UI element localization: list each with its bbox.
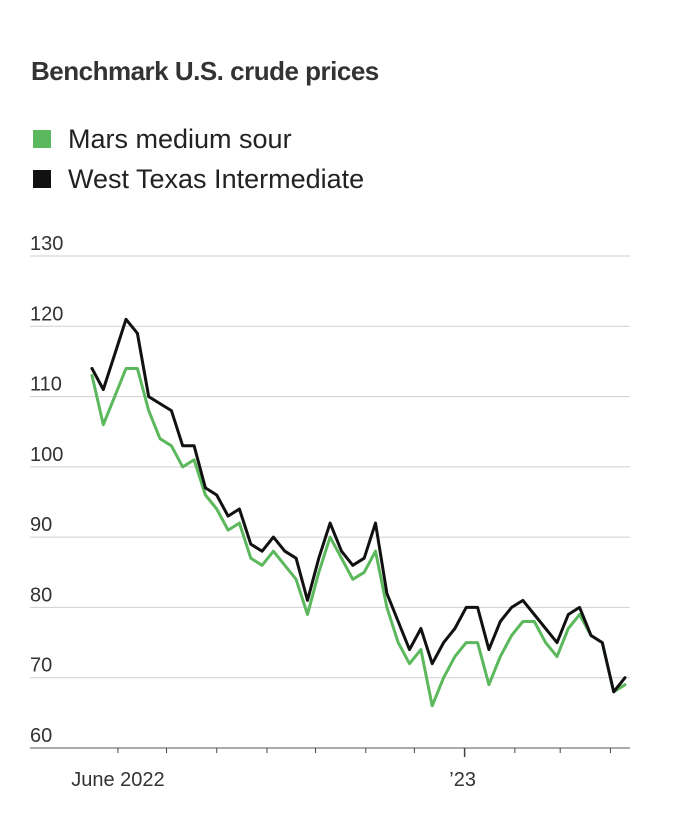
y-tick-label: 90 (30, 514, 52, 536)
legend-item-wti: West Texas Intermediate (33, 164, 364, 194)
legend-label-mars: Mars medium sour (68, 123, 292, 154)
legend-item-mars: Mars medium sour (33, 124, 292, 154)
legend-label-wti: West Texas Intermediate (68, 163, 365, 194)
x-tick-label-2023: ’23 (449, 769, 476, 791)
chart-title: Benchmark U.S. crude prices (31, 56, 379, 86)
legend-swatch-mars (33, 130, 51, 148)
y-tick-label: 60 (30, 725, 52, 747)
x-tick-label-june-2022: June 2022 (71, 769, 164, 791)
y-tick-label: 100 (30, 444, 63, 466)
y-tick-label: 70 (30, 655, 52, 677)
y-tick-label: 120 (30, 303, 63, 325)
series-line-wti (90, 317, 627, 694)
y-tick-label: 80 (30, 584, 52, 606)
y-tick-label: 130 (30, 233, 63, 255)
y-tick-label: 110 (30, 374, 62, 396)
legend-swatch-wti (33, 170, 51, 188)
series-line-mars (90, 367, 627, 708)
